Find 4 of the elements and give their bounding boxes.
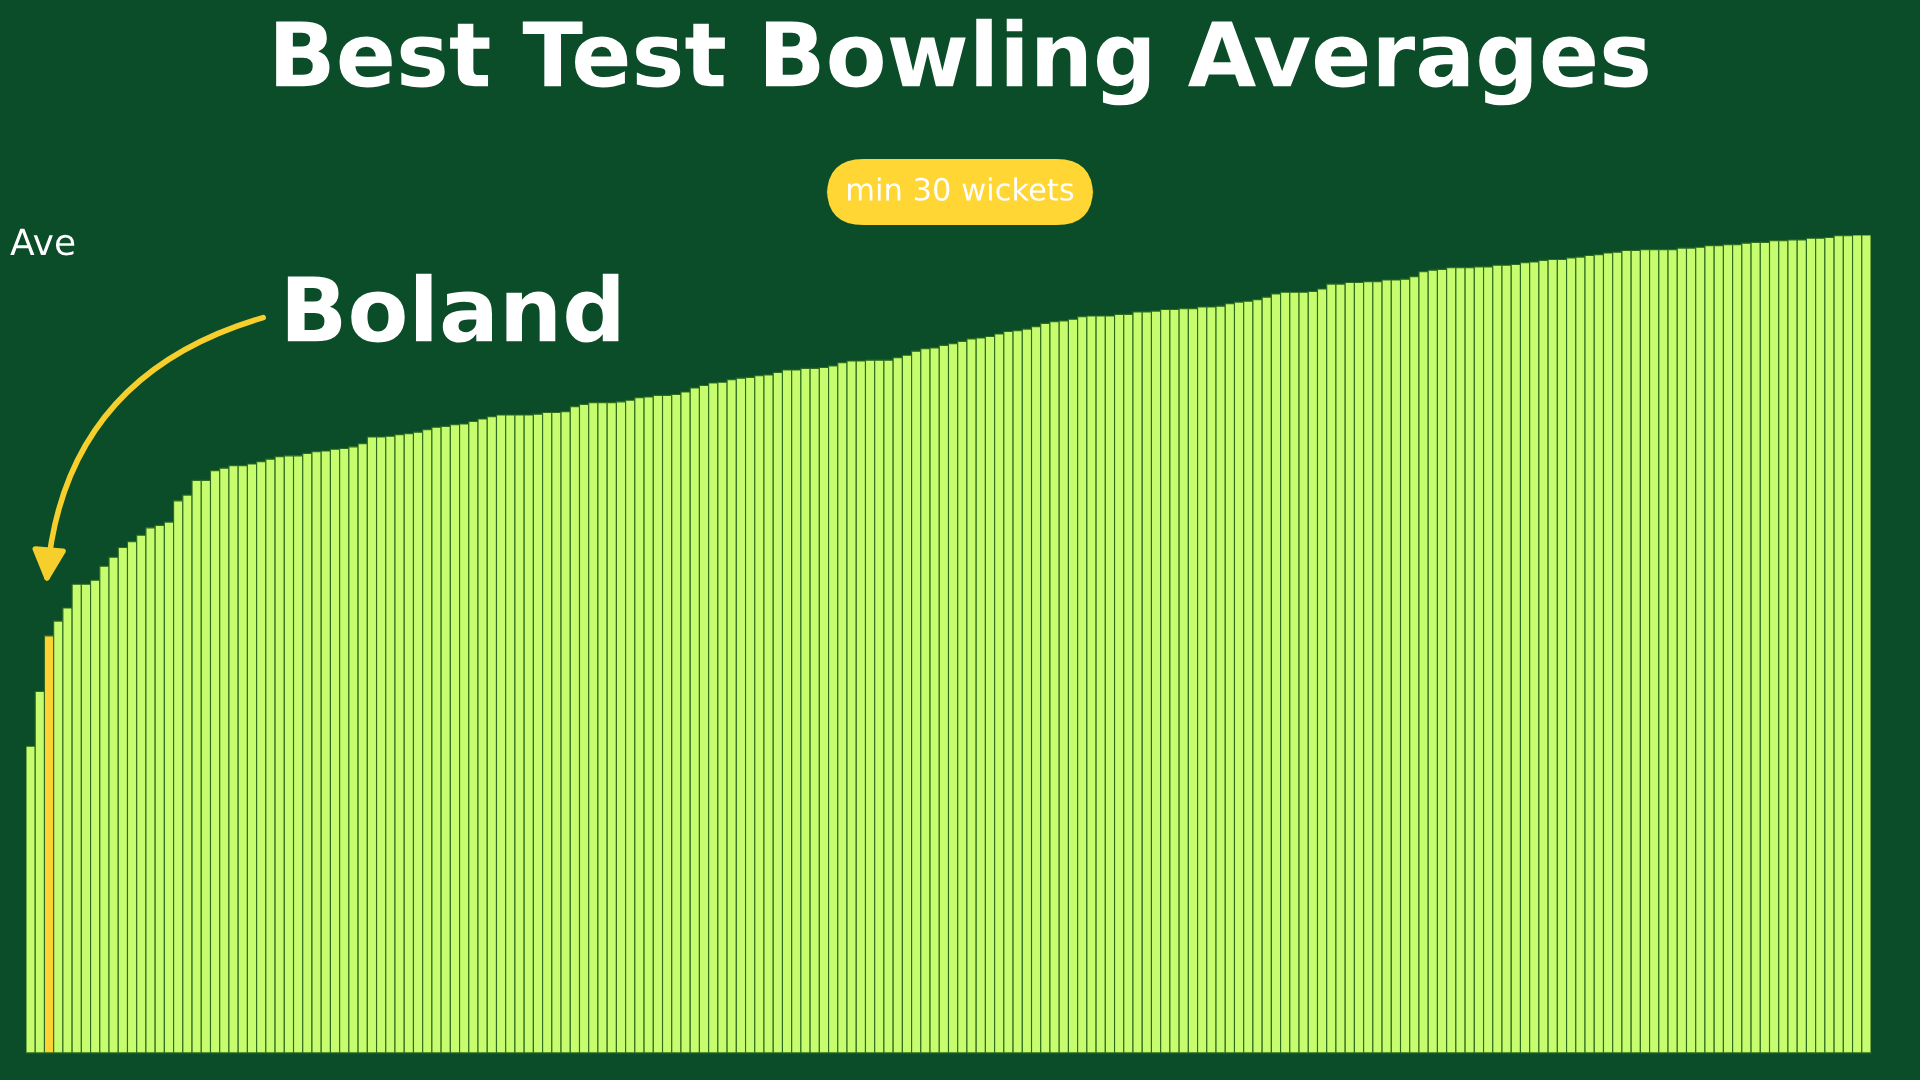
chart-title: Best Test Bowling Averages [276, 18, 1648, 106]
annotation: Boland [287, 273, 619, 343]
y-axis-title: Ave [10, 228, 75, 256]
chart-subtitle: min 30 wickets [848, 177, 1074, 201]
